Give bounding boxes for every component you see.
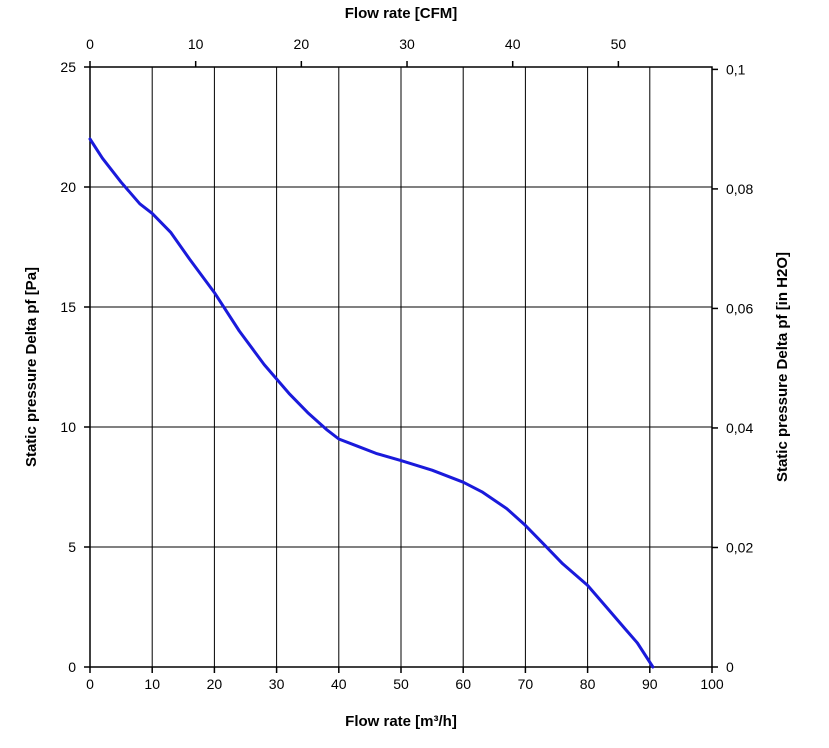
left-axis-title: Static pressure Delta pf [Pa] — [23, 267, 40, 467]
y2-tick-label: 0,02 — [726, 539, 753, 555]
bottom-axis-title: Flow rate [m³/h] — [345, 713, 457, 730]
right-axis-title: Static pressure Delta pf [in H2O] — [774, 252, 791, 482]
x-tick-label: 30 — [269, 676, 285, 692]
x2-tick-label: 0 — [86, 36, 94, 52]
x-tick-label: 90 — [642, 676, 658, 692]
y-tick-label: 25 — [60, 59, 76, 75]
x-tick-label: 40 — [331, 676, 347, 692]
series-line — [88, 137, 655, 669]
y-tick-label: 15 — [60, 299, 76, 315]
x2-tick-label: 30 — [399, 36, 415, 52]
y2-tick-label: 0,06 — [726, 300, 753, 316]
x-tick-label: 100 — [700, 676, 724, 692]
grid — [89, 66, 713, 668]
x-tick-label: 70 — [518, 676, 534, 692]
x-tick-label: 20 — [207, 676, 223, 692]
x2-tick-label: 40 — [505, 36, 521, 52]
x2-tick-label: 20 — [294, 36, 310, 52]
x2-tick-label: 50 — [611, 36, 627, 52]
y2-tick-label: 0 — [726, 659, 734, 675]
y2-tick-label: 0,08 — [726, 181, 753, 197]
x-tick-label: 0 — [86, 676, 94, 692]
x2-tick-label: 10 — [188, 36, 204, 52]
axis-ticks — [84, 61, 718, 673]
y-tick-label: 10 — [60, 419, 76, 435]
y2-tick-label: 0,1 — [726, 61, 746, 77]
y-tick-label: 0 — [68, 659, 76, 675]
x-tick-label: 60 — [455, 676, 471, 692]
y-tick-label: 5 — [68, 539, 76, 555]
y-tick-label: 20 — [60, 179, 76, 195]
series — [88, 137, 655, 669]
x-tick-label: 10 — [144, 676, 160, 692]
x-tick-label: 80 — [580, 676, 596, 692]
top-axis-title: Flow rate [CFM] — [345, 5, 458, 22]
y2-tick-label: 0,04 — [726, 420, 753, 436]
x-tick-label: 50 — [393, 676, 409, 692]
